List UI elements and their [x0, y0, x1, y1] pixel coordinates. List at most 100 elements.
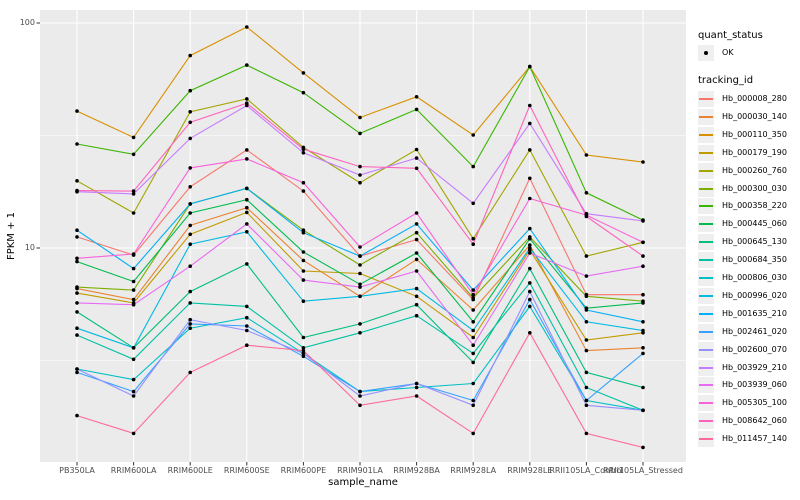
data-point	[75, 310, 79, 314]
data-point	[528, 196, 532, 201]
legend-line	[699, 330, 713, 333]
data-point	[301, 71, 306, 75]
data-point	[188, 317, 192, 322]
data-point	[471, 201, 476, 206]
data-point	[358, 331, 362, 335]
legend-item-label: Hb_002600_070	[722, 344, 787, 354]
legend-line	[699, 223, 713, 226]
data-point	[75, 291, 79, 295]
data-point	[245, 25, 249, 29]
x-axis-title: sample_name	[328, 477, 398, 488]
data-point	[528, 226, 532, 231]
data-point	[528, 246, 532, 250]
legend-item-ok: OK	[692, 44, 800, 62]
data-point	[584, 308, 589, 312]
data-point	[641, 408, 645, 413]
data-point	[414, 156, 419, 160]
data-point	[245, 210, 249, 215]
legend-item-Hb_000684_350: Hb_000684_350	[692, 251, 800, 269]
data-point	[75, 413, 79, 418]
data-point	[471, 398, 476, 403]
data-point	[301, 151, 306, 155]
legend-item-label: Hb_000008_280	[722, 94, 787, 103]
legend-item-Hb_000260_760: Hb_000260_760	[692, 162, 800, 180]
data-point	[188, 370, 192, 375]
data-point	[358, 394, 362, 398]
data-point	[414, 313, 419, 318]
legend-line	[699, 312, 713, 315]
legend-item-Hb_000300_030: Hb_000300_030	[692, 180, 800, 198]
plot-panel	[40, 10, 686, 462]
data-point	[641, 219, 645, 223]
point-icon	[704, 51, 708, 55]
data-point	[245, 97, 249, 101]
data-point	[245, 101, 249, 105]
legend-line	[699, 98, 713, 100]
data-point	[471, 164, 476, 169]
x-tick-label: RRIM600LA	[110, 466, 157, 475]
data-point	[471, 403, 476, 408]
data-point	[131, 346, 136, 350]
data-point	[471, 328, 476, 333]
data-point	[641, 160, 645, 164]
data-point	[301, 147, 306, 151]
legend-item-Hb_000806_030: Hb_000806_030	[692, 269, 800, 287]
legend-item-Hb_000179_190: Hb_000179_190	[692, 144, 800, 162]
legend-item-label: Hb_000110_350	[722, 129, 787, 139]
legend-item-label: Hb_000179_190	[722, 147, 787, 157]
data-point	[584, 254, 589, 258]
legend-item-label: Hb_000645_130	[722, 237, 787, 247]
legend-item-label: Hb_000996_020	[722, 290, 787, 300]
data-point	[471, 292, 476, 297]
legend-item-label: Hb_003929_210	[722, 362, 787, 372]
data-point	[528, 331, 532, 335]
data-point	[131, 211, 136, 215]
data-point	[75, 301, 79, 305]
data-point	[584, 153, 589, 157]
legend-key-ok	[698, 45, 714, 61]
data-point	[301, 346, 306, 350]
data-point	[471, 296, 476, 300]
data-point	[584, 431, 589, 436]
data-point	[528, 281, 532, 285]
data-point	[471, 308, 476, 312]
x-tick-label: RRII105LA_Control	[549, 466, 624, 475]
data-point	[471, 335, 476, 340]
legend-item-Hb_001635_210: Hb_001635_210	[692, 305, 800, 323]
line-swatch-icon	[698, 323, 714, 340]
legend-line	[699, 294, 713, 297]
line-swatch-icon	[698, 305, 714, 322]
data-point	[358, 115, 362, 120]
data-point	[358, 131, 362, 136]
data-point	[75, 188, 79, 193]
data-point	[641, 320, 645, 324]
legend-item-Hb_003929_210: Hb_003929_210	[692, 359, 800, 377]
data-point	[188, 326, 192, 331]
data-point	[131, 431, 136, 436]
data-point	[584, 385, 589, 390]
line-swatch-icon	[698, 377, 714, 394]
legend-line	[699, 115, 713, 118]
legend-line	[699, 384, 713, 387]
x-tick-label: RRIM928LE	[507, 466, 553, 475]
data-point	[131, 266, 136, 271]
data-point	[584, 370, 589, 375]
data-point	[301, 299, 306, 304]
data-point	[358, 173, 362, 177]
data-point	[471, 360, 476, 365]
line-swatch-icon	[698, 252, 714, 269]
data-point	[641, 328, 645, 333]
line-swatch-icon	[698, 287, 714, 304]
data-point	[528, 176, 532, 181]
data-point	[471, 133, 476, 137]
data-point	[75, 142, 79, 146]
data-point	[584, 191, 589, 195]
data-point	[131, 192, 136, 196]
legend-line	[699, 205, 713, 208]
data-point	[188, 202, 192, 206]
data-point	[414, 222, 419, 226]
data-point	[358, 263, 362, 267]
data-point	[358, 180, 362, 185]
data-point	[414, 237, 419, 242]
line-swatch-icon	[698, 180, 714, 197]
